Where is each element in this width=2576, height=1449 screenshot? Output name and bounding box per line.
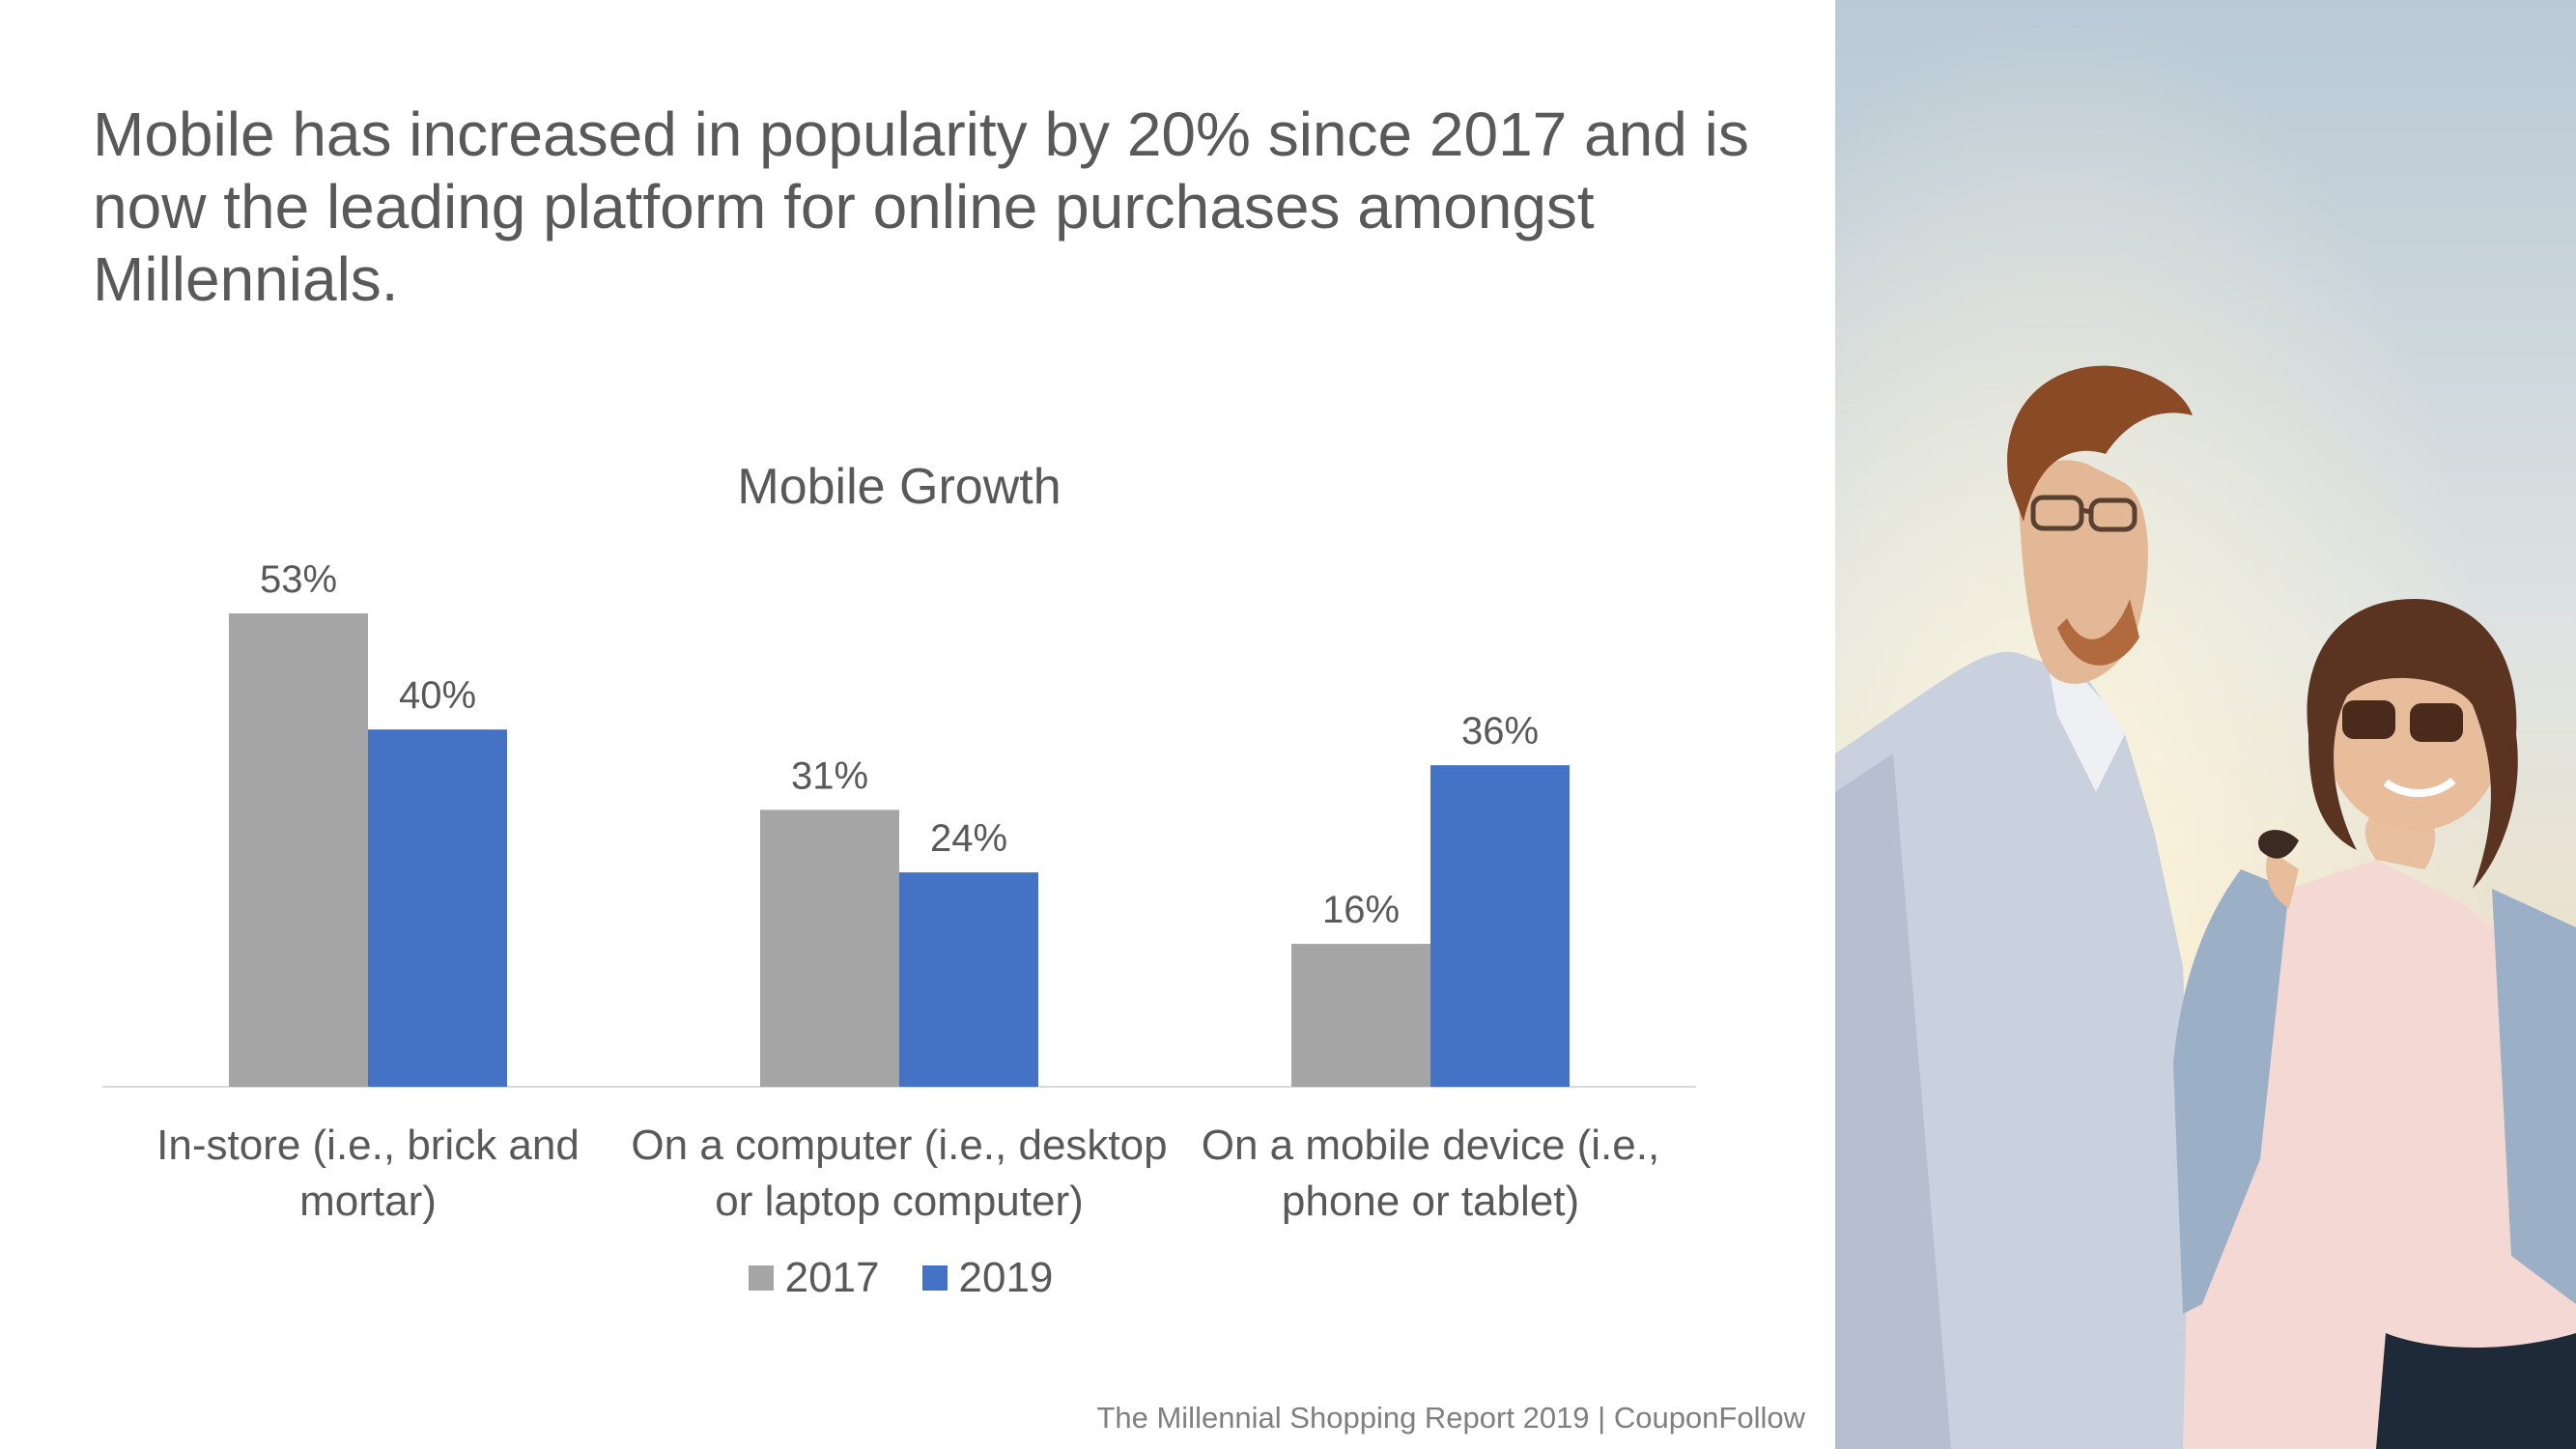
category-label-0-1: mortar) [299, 1178, 437, 1225]
bar-2017-0 [229, 613, 368, 1087]
legend-item-2019: 2019 [921, 1254, 1054, 1302]
category-label-0-0: In-store (i.e., brick and [156, 1122, 580, 1169]
bar-2019-1 [899, 872, 1038, 1087]
data-label-2019-2: 36% [1461, 710, 1539, 753]
bar-2017-2 [1291, 944, 1430, 1087]
couple-photo [1835, 0, 2576, 1449]
data-label-2019-0: 40% [399, 674, 476, 717]
data-label-2019-1: 24% [930, 817, 1007, 860]
category-label-2-1: phone or tablet) [1282, 1178, 1579, 1225]
bar-2017-1 [760, 810, 899, 1087]
legend-swatch-2017 [748, 1265, 774, 1291]
data-label-2017-1: 31% [791, 754, 868, 797]
source-footer: The Millennial Shopping Report 2019 | Co… [1096, 1401, 1805, 1435]
chart-title: Mobile Growth [737, 459, 1062, 515]
category-label-1-1: or laptop computer) [715, 1178, 1084, 1225]
legend-label-2019: 2019 [958, 1254, 1054, 1301]
bar-2019-0 [368, 729, 507, 1087]
legend-item-2017: 2017 [748, 1254, 880, 1302]
headline: Mobile has increased in popularity by 20… [93, 99, 1749, 314]
chart-legend: 2017 2019 [0, 1254, 1801, 1302]
data-label-2017-0: 53% [260, 558, 337, 601]
couple-photo-illustration [1835, 0, 2576, 1449]
bar-chart: 53% 40% In-store (i.e., brick and mortar) 31… [102, 558, 1696, 1225]
category-label-1-0: On a computer (i.e., desktop [631, 1122, 1167, 1169]
legend-label-2017: 2017 [784, 1254, 880, 1301]
legend-swatch-2019 [921, 1265, 948, 1291]
category-label-2-0: On a mobile device (i.e., [1202, 1122, 1659, 1169]
data-label-2017-2: 16% [1322, 889, 1400, 931]
bar-2019-2 [1430, 765, 1570, 1087]
